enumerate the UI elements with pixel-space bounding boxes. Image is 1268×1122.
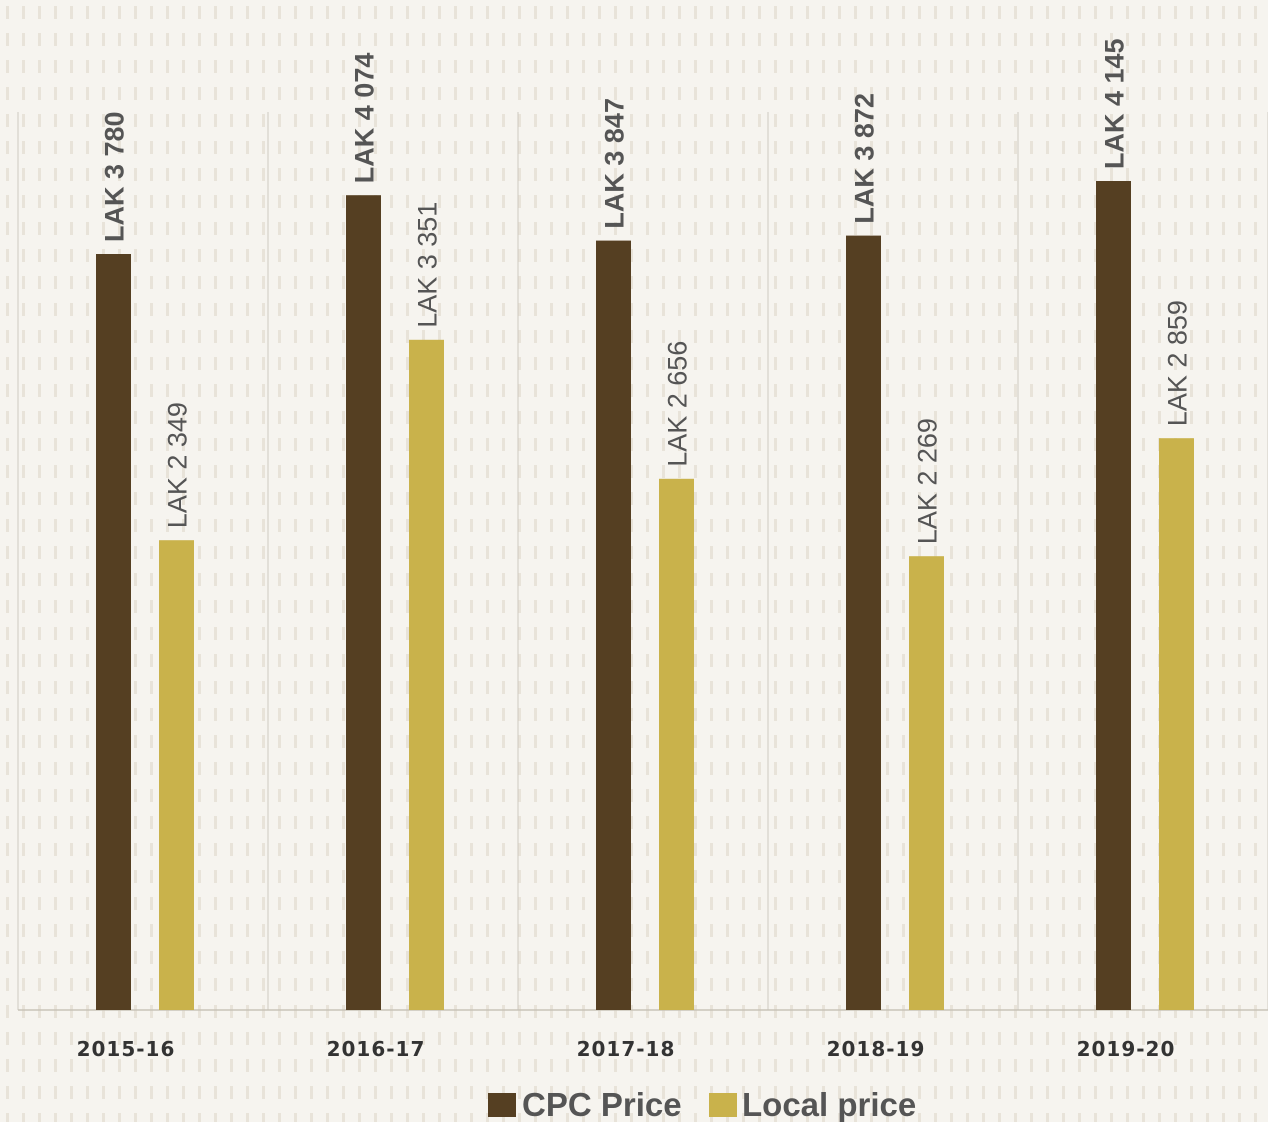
cpc-price-bar — [596, 240, 631, 1011]
cpc-price-label: LAK 4 074 — [350, 53, 380, 184]
x-tick-label: 2017-18 — [577, 1037, 676, 1061]
grid-lines — [17, 112, 1268, 1011]
x-tick-label: 2015-16 — [77, 1037, 176, 1061]
legend-label-local-price: Local price — [742, 1086, 916, 1122]
legend-swatch-local-price — [709, 1093, 737, 1117]
local-price-label: LAK 2 269 — [913, 418, 943, 544]
local-price-label: LAK 2 656 — [663, 341, 693, 467]
cpc-price-bar — [846, 235, 881, 1011]
cpc-price-label: LAK 4 145 — [1100, 38, 1130, 169]
legend: CPC Price Local price — [488, 1086, 916, 1122]
legend-swatch-cpc-price — [488, 1093, 516, 1117]
local-price-bar — [159, 540, 194, 1010]
local-price-bar — [409, 339, 444, 1010]
cpc-price-label: LAK 3 872 — [850, 93, 880, 224]
x-tick-label: 2018-19 — [827, 1037, 926, 1061]
local-price-bar — [1159, 438, 1194, 1010]
x-tick-label: 2016-17 — [327, 1037, 426, 1061]
data-labels: LAK 3 780 LAK 4 074 LAK 3 847 LAK 3 872 LAK … — [100, 38, 1193, 544]
local-price-bar — [909, 556, 944, 1010]
local-price-label: LAK 3 351 — [413, 202, 443, 328]
bars — [96, 181, 1194, 1011]
cpc-price-bar — [346, 195, 381, 1010]
legend-label-cpc-price: CPC Price — [522, 1086, 682, 1122]
local-price-label: LAK 2 859 — [1163, 300, 1193, 426]
cpc-price-bar — [96, 254, 131, 1010]
local-price-label: LAK 2 349 — [163, 402, 193, 528]
local-price-bar — [659, 478, 694, 1010]
x-tick-label: 2019-20 — [1077, 1037, 1176, 1061]
cpc-price-label: LAK 3 847 — [600, 98, 630, 229]
cpc-price-bar — [1096, 181, 1131, 1010]
cpc-price-label: LAK 3 780 — [100, 111, 130, 242]
x-axis-tick-labels: 2015-16 2016-17 2017-18 2018-19 2019-20 — [77, 1037, 1176, 1061]
